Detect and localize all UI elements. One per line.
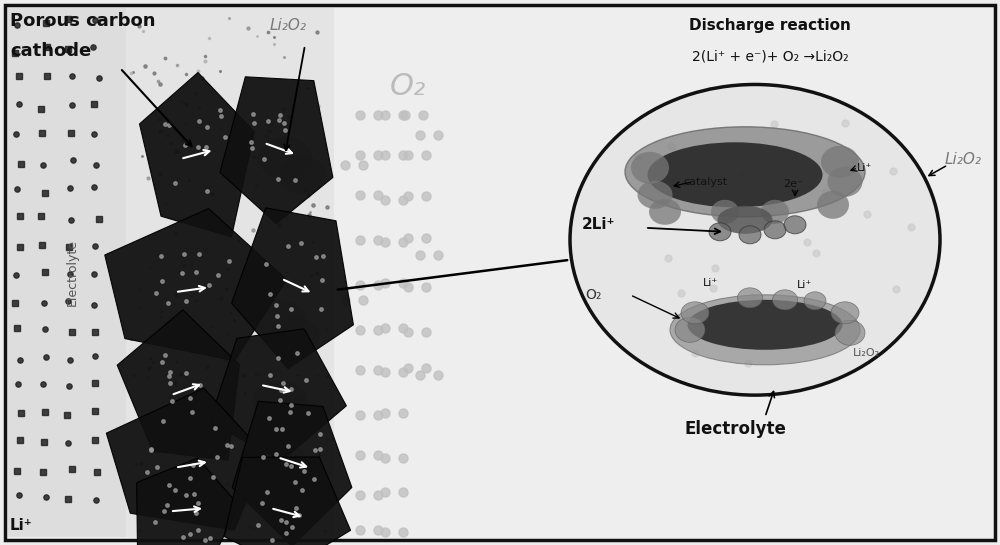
Ellipse shape <box>649 199 681 225</box>
Ellipse shape <box>648 142 822 207</box>
Ellipse shape <box>631 152 669 184</box>
Ellipse shape <box>688 300 842 350</box>
Ellipse shape <box>718 206 772 234</box>
Ellipse shape <box>772 290 798 310</box>
Polygon shape <box>137 458 239 545</box>
Text: Li⁺: Li⁺ <box>10 518 33 533</box>
Ellipse shape <box>273 456 317 488</box>
Ellipse shape <box>638 181 672 209</box>
Ellipse shape <box>828 167 862 197</box>
Text: Li₂O₂: Li₂O₂ <box>853 348 880 358</box>
Ellipse shape <box>831 302 859 324</box>
Ellipse shape <box>761 200 789 224</box>
Ellipse shape <box>709 223 731 241</box>
Ellipse shape <box>625 127 865 217</box>
Ellipse shape <box>738 288 763 308</box>
Ellipse shape <box>276 398 320 432</box>
Text: Li⁺: Li⁺ <box>702 278 718 288</box>
Polygon shape <box>106 388 266 530</box>
Ellipse shape <box>784 216 806 234</box>
Text: Li₂O₂: Li₂O₂ <box>270 18 307 33</box>
Text: Li₂O₂: Li₂O₂ <box>945 152 982 167</box>
Text: O₂: O₂ <box>585 288 601 302</box>
Text: 2Li⁺: 2Li⁺ <box>582 217 616 232</box>
Polygon shape <box>105 209 287 361</box>
Ellipse shape <box>764 221 786 239</box>
Text: Electrolyte: Electrolyte <box>66 239 78 306</box>
Ellipse shape <box>821 146 859 178</box>
Ellipse shape <box>256 483 304 517</box>
Text: Electrolyte: Electrolyte <box>684 420 786 438</box>
Ellipse shape <box>711 200 739 224</box>
Ellipse shape <box>278 156 326 194</box>
Ellipse shape <box>681 302 709 324</box>
Ellipse shape <box>570 84 940 395</box>
Polygon shape <box>210 329 346 461</box>
Ellipse shape <box>252 381 308 419</box>
Polygon shape <box>232 208 353 368</box>
Polygon shape <box>220 77 333 223</box>
Ellipse shape <box>675 317 705 342</box>
Ellipse shape <box>258 137 312 179</box>
Text: catalyst: catalyst <box>683 177 727 187</box>
Text: Discharge reaction: Discharge reaction <box>689 18 851 33</box>
Text: Porous carbon: Porous carbon <box>10 12 156 30</box>
Text: Li⁺: Li⁺ <box>797 280 813 290</box>
Text: O₂: O₂ <box>390 72 426 101</box>
Text: Li⁺: Li⁺ <box>857 163 872 173</box>
Text: cathode: cathode <box>10 42 91 60</box>
Ellipse shape <box>739 226 761 244</box>
Bar <box>8 8 126 537</box>
Ellipse shape <box>254 442 306 478</box>
Polygon shape <box>117 310 239 460</box>
Ellipse shape <box>817 191 849 219</box>
Text: 2e⁻: 2e⁻ <box>783 179 803 189</box>
Bar <box>126 8 334 537</box>
Ellipse shape <box>835 320 865 346</box>
Ellipse shape <box>804 292 826 310</box>
Ellipse shape <box>270 318 320 353</box>
Ellipse shape <box>670 295 860 365</box>
Polygon shape <box>140 72 254 237</box>
Polygon shape <box>224 457 351 545</box>
Text: 2(Li⁺ + e⁻)+ O₂ →Li₂O₂: 2(Li⁺ + e⁻)+ O₂ →Li₂O₂ <box>692 50 848 64</box>
Polygon shape <box>232 401 352 545</box>
Ellipse shape <box>249 300 307 340</box>
